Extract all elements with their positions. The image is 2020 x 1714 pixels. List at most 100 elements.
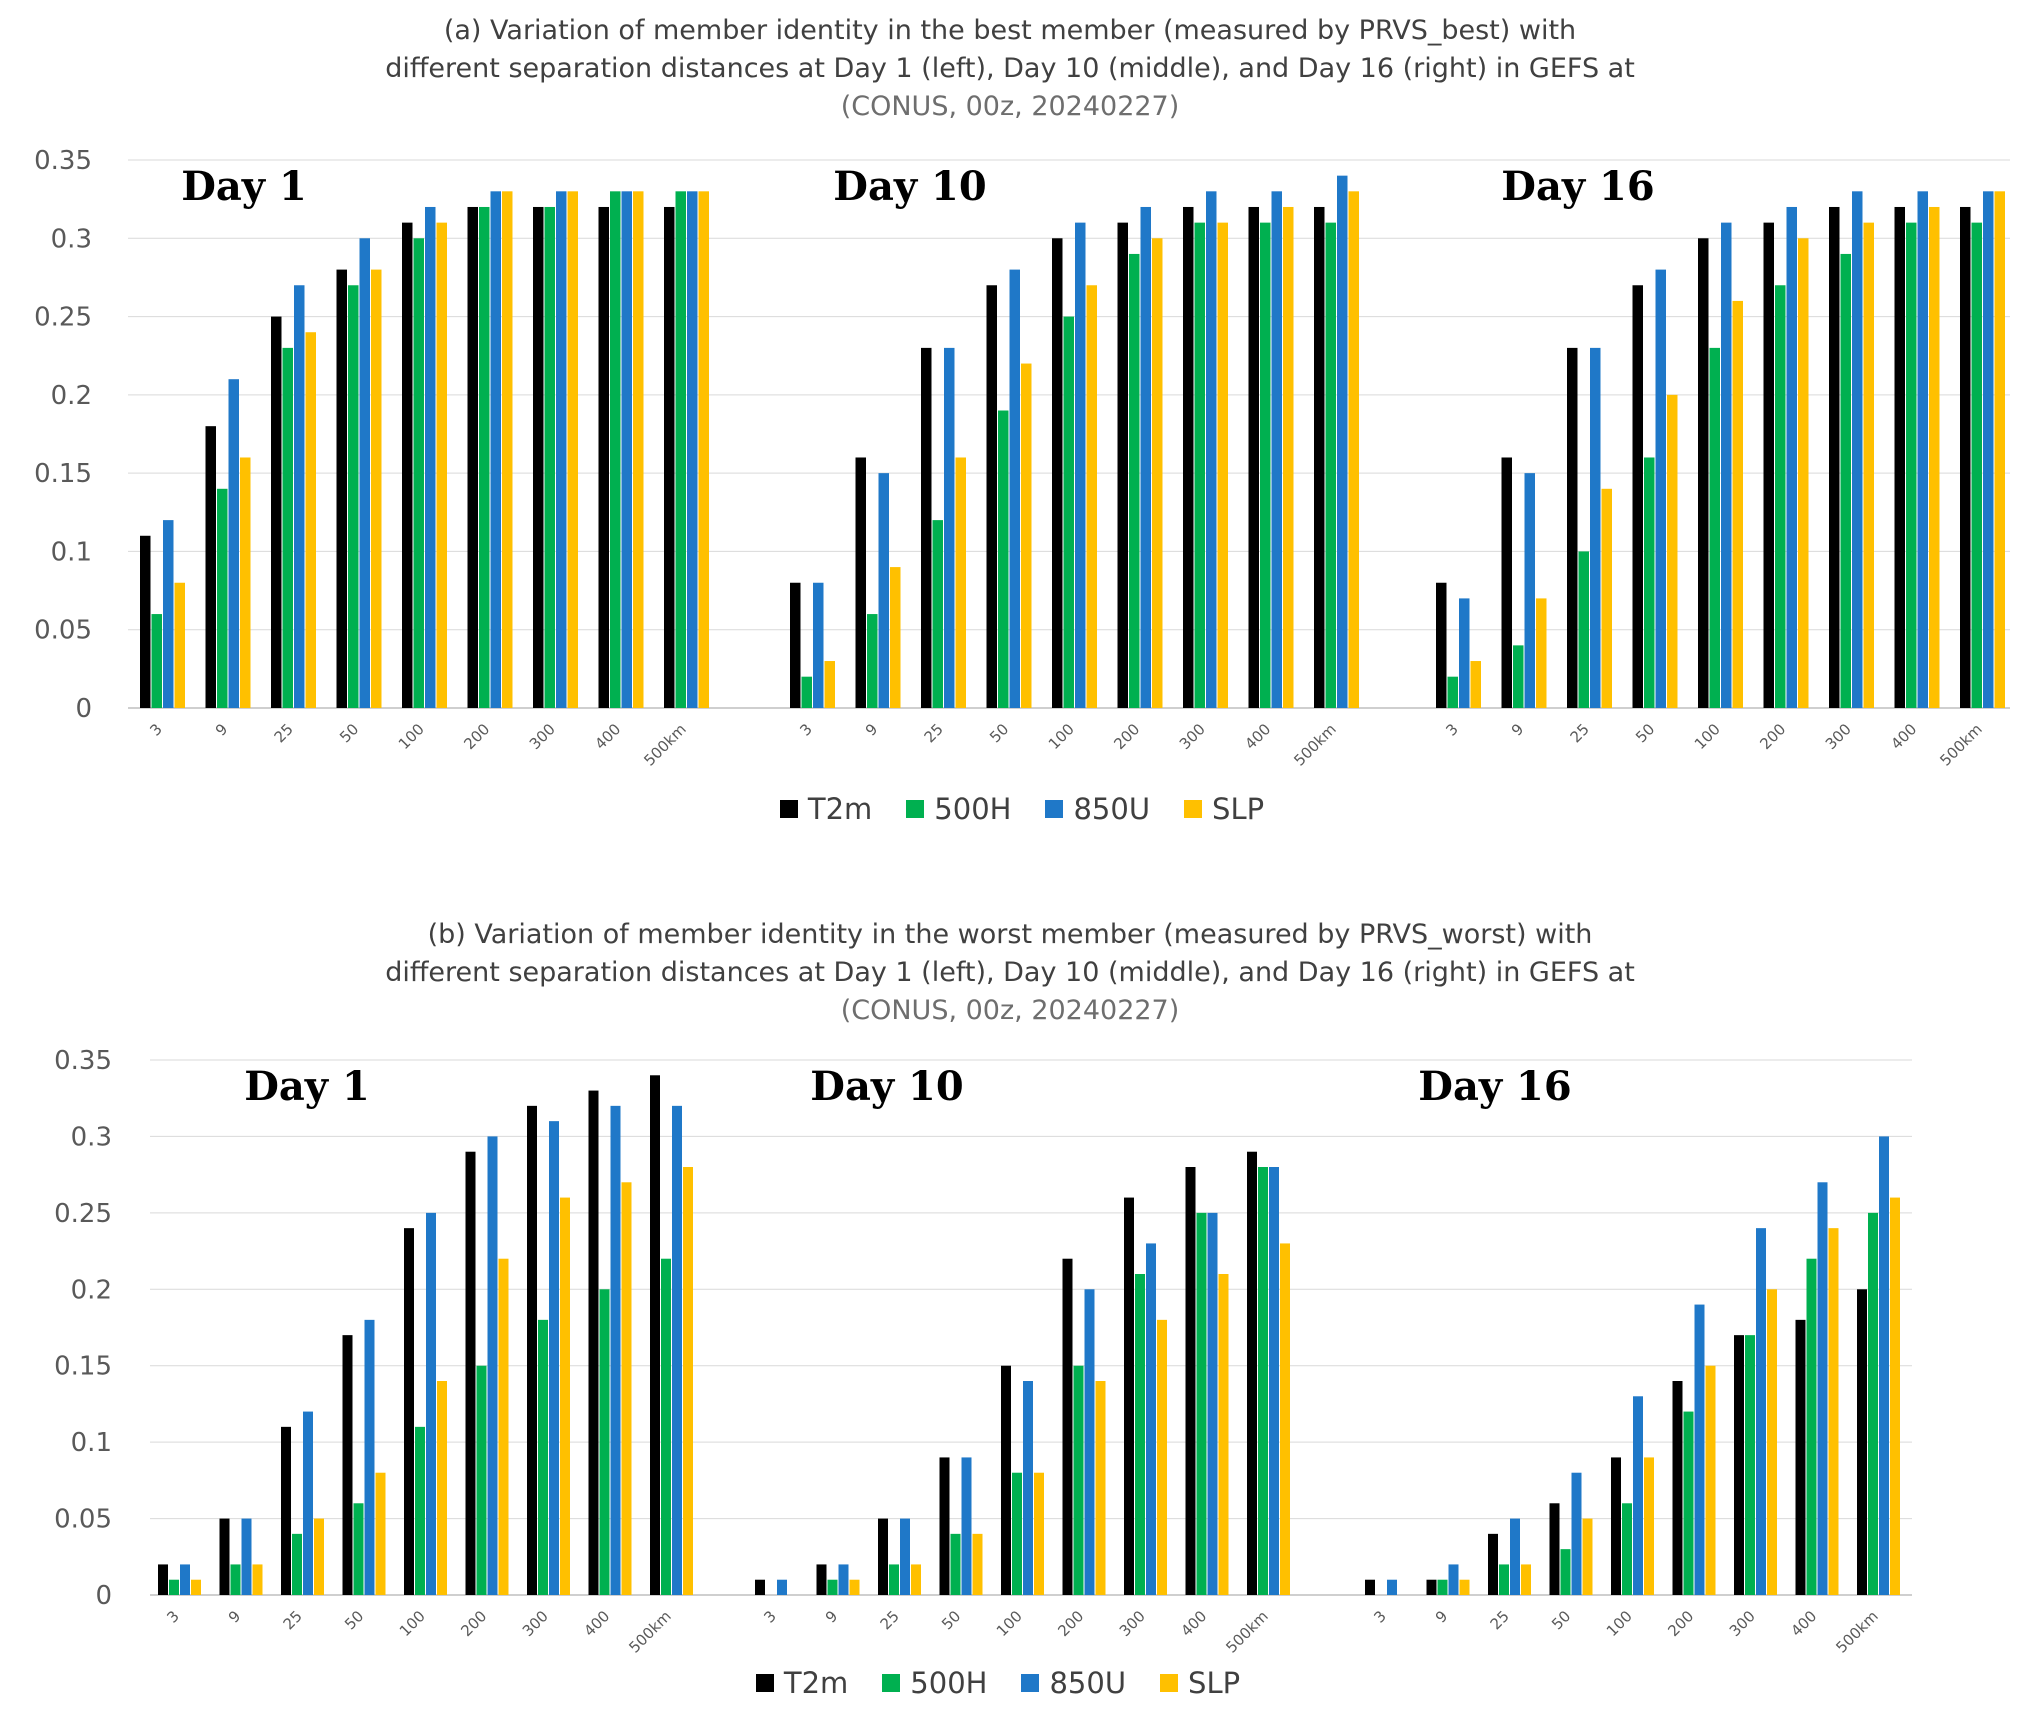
x-tick-label: 500km <box>1222 1607 1271 1656</box>
y-tick-label: 0.35 <box>34 146 92 176</box>
bar-t2m <box>1314 206 1325 708</box>
x-tick-label: 9 <box>225 1607 244 1626</box>
bar-t2m <box>1117 222 1128 708</box>
bar-t2m <box>1734 1335 1744 1595</box>
y-tick-label: 0.3 <box>51 224 92 254</box>
bar-500h <box>1063 316 1074 708</box>
chart-a-legend: T2m 500H 850U SLP <box>12 792 2020 826</box>
x-tick-label: 3 <box>1370 1607 1389 1626</box>
bar-850u <box>900 1518 910 1595</box>
bar-t2m <box>939 1457 950 1595</box>
bar-850u <box>359 238 370 708</box>
bar-850u <box>961 1457 972 1595</box>
bar-500h <box>599 1289 610 1595</box>
day-label: Day 1 <box>244 1063 370 1110</box>
x-tick-label: 100 <box>1045 720 1078 753</box>
x-tick-label: 3 <box>1442 720 1461 739</box>
bar-850u <box>838 1564 849 1595</box>
bar-t2m <box>219 1518 230 1595</box>
chart-a-title-line-1: (a) Variation of member identity in the … <box>443 15 1577 46</box>
bar-500h <box>1135 1274 1145 1595</box>
bar-500h <box>169 1579 179 1595</box>
bar-slp <box>890 567 901 708</box>
bar-t2m <box>1611 1457 1621 1595</box>
bar-500h <box>538 1319 548 1595</box>
bar-500h <box>348 285 359 708</box>
bar-500h <box>1775 285 1786 708</box>
bar-slp <box>1086 285 1097 708</box>
x-tick-label: 50 <box>938 1607 964 1633</box>
bar-500h <box>1325 222 1336 708</box>
bar-slp <box>1536 598 1547 708</box>
bar-850u <box>549 1121 559 1595</box>
bar-500h <box>950 1533 961 1595</box>
legend-swatch-t2m <box>779 800 798 818</box>
bar-slp <box>560 1197 570 1595</box>
bar-t2m <box>140 535 151 708</box>
bar-t2m <box>1894 206 1905 708</box>
bar-slp <box>1705 1365 1716 1595</box>
x-tick-label: 50 <box>336 720 362 746</box>
x-tick-label: 300 <box>1726 1607 1759 1640</box>
bar-slp <box>1218 1274 1229 1595</box>
legend-label-500h: 500H <box>910 1666 988 1700</box>
bar-850u <box>1655 269 1666 708</box>
bar-500h <box>1840 253 1851 708</box>
x-tick-label: 100 <box>1603 1607 1636 1640</box>
bar-t2m <box>650 1075 660 1595</box>
x-tick-label: 50 <box>1548 1607 1574 1633</box>
bar-t2m <box>986 285 997 708</box>
bar-t2m <box>1763 222 1774 708</box>
bar-500h <box>1644 457 1655 708</box>
bar-850u <box>364 1319 375 1595</box>
bar-slp <box>849 1579 860 1595</box>
bar-850u <box>228 379 239 708</box>
x-tick-label: 9 <box>862 720 881 739</box>
x-tick-label: 9 <box>822 1607 841 1626</box>
bar-t2m <box>1001 1365 1011 1595</box>
legend-label-t2m: T2m <box>783 1666 849 1700</box>
x-tick-label: 400 <box>1887 720 1920 753</box>
bar-t2m <box>402 222 413 708</box>
bar-t2m <box>1698 238 1709 708</box>
bar-500h <box>353 1503 364 1595</box>
legend-item-500h: 500H <box>906 792 1011 826</box>
x-tick-label: 400 <box>1177 1607 1210 1640</box>
bar-500h <box>801 676 812 708</box>
bar-t2m <box>755 1579 765 1595</box>
bar-t2m <box>1183 206 1194 708</box>
legend-label-850u: 850U <box>1073 792 1151 826</box>
bar-slp <box>911 1564 921 1595</box>
bar-slp <box>1280 1243 1290 1595</box>
bar-850u <box>1524 473 1535 708</box>
legend-item-slp: SLP <box>1160 1666 1240 1700</box>
bar-t2m <box>465 1151 476 1595</box>
x-tick-label: 200 <box>457 1607 490 1640</box>
bar-slp <box>955 457 966 708</box>
bar-850u <box>1571 1472 1582 1595</box>
bar-t2m <box>1672 1381 1683 1595</box>
bar-t2m <box>1426 1579 1437 1595</box>
bar-500h <box>889 1564 899 1595</box>
bar-t2m <box>1248 206 1259 708</box>
bar-850u <box>1207 1212 1218 1595</box>
x-tick-label: 300 <box>1822 720 1855 753</box>
bar-500h <box>867 614 878 708</box>
day-label: Day 10 <box>810 1063 963 1110</box>
bar-slp <box>1470 661 1481 708</box>
x-tick-label: 50 <box>341 1607 367 1633</box>
bar-slp <box>1521 1564 1531 1595</box>
bar-500h <box>1447 676 1458 708</box>
bar-850u <box>1786 206 1797 708</box>
x-tick-label: 9 <box>212 720 231 739</box>
legend-swatch-500h <box>882 1674 901 1692</box>
bar-850u <box>556 191 567 709</box>
legend-swatch-500h <box>906 800 925 818</box>
x-tick-label: 400 <box>591 720 624 753</box>
legend-swatch-850u <box>1021 1674 1040 1692</box>
bar-850u <box>1269 1167 1279 1595</box>
bar-850u <box>1009 269 1020 708</box>
bar-500h <box>479 206 490 708</box>
x-tick-label: 25 <box>271 720 297 746</box>
bar-slp <box>1021 363 1032 708</box>
